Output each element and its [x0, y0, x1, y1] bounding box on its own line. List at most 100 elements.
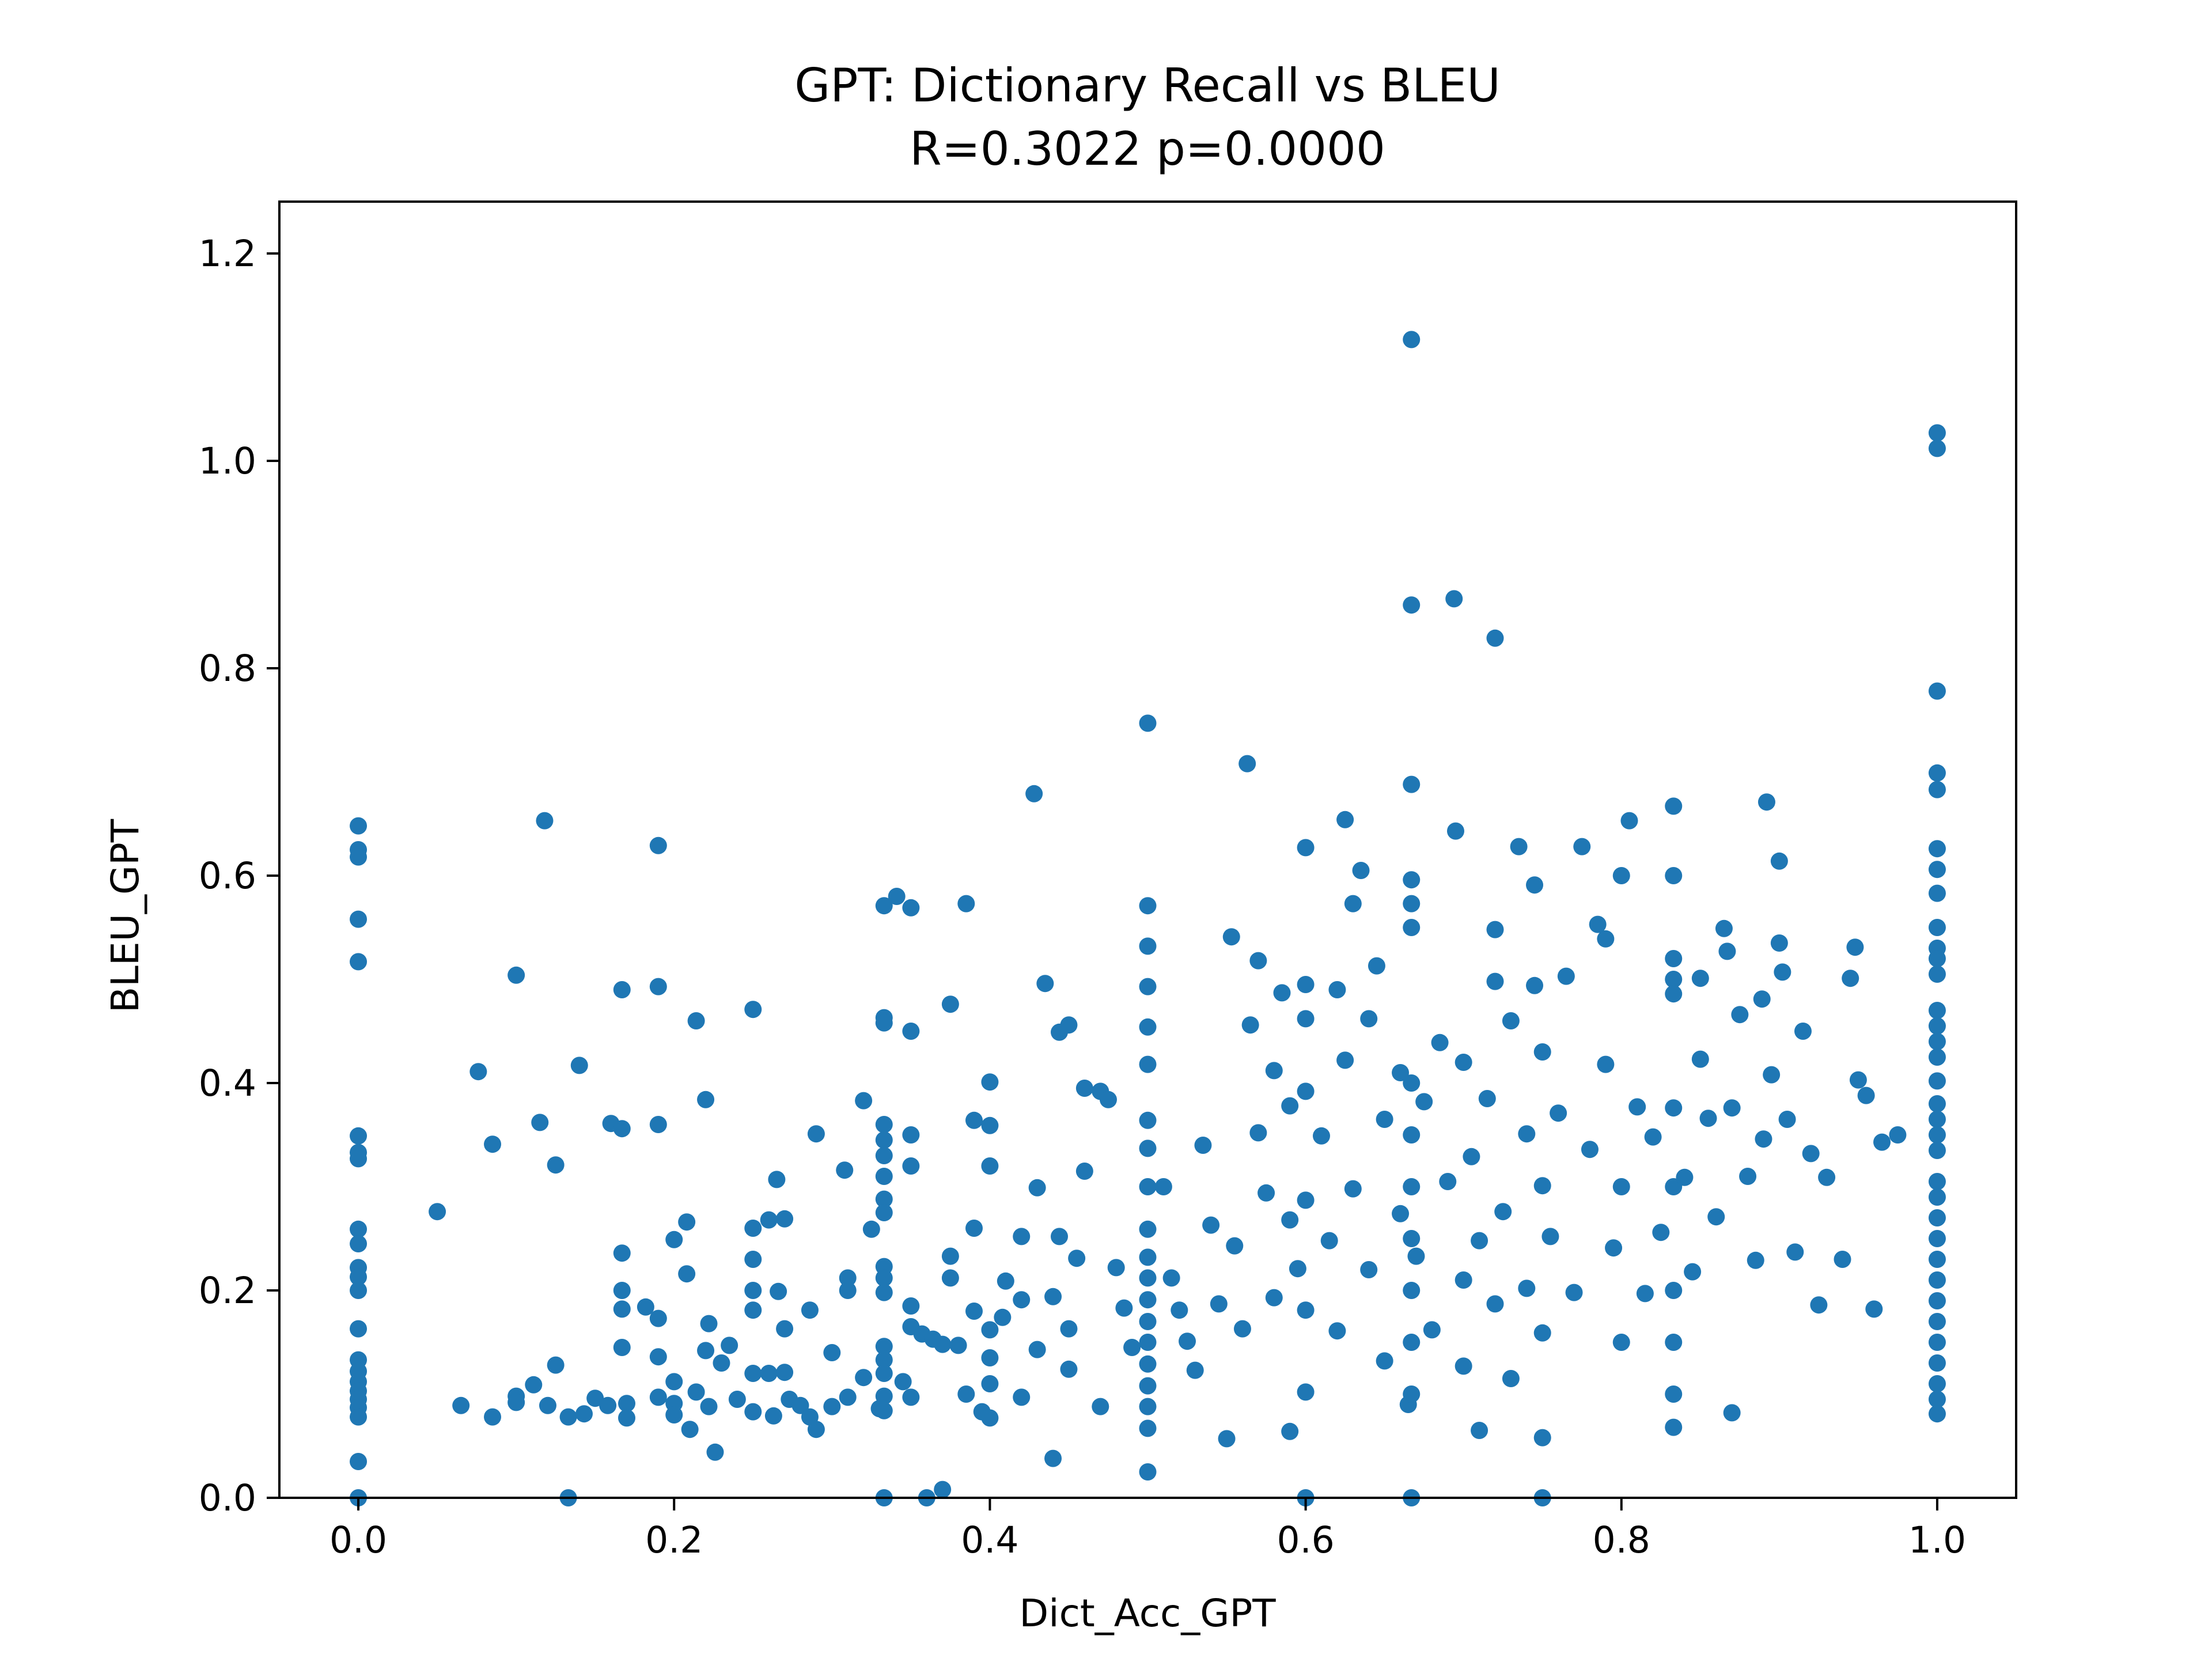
data-point — [1403, 1385, 1420, 1403]
data-point — [1289, 1260, 1306, 1277]
data-point — [1665, 950, 1682, 967]
data-point — [1403, 596, 1420, 614]
data-point — [1403, 776, 1420, 793]
data-point — [1044, 1288, 1062, 1305]
x-tick-label: 0.0 — [329, 1519, 387, 1561]
data-point — [1100, 1091, 1117, 1108]
data-point — [1541, 1228, 1559, 1245]
data-point — [981, 1349, 998, 1366]
data-point — [1665, 1282, 1682, 1299]
data-point — [1534, 1324, 1551, 1342]
data-point — [1336, 811, 1354, 828]
data-point — [1652, 1224, 1669, 1241]
data-point — [1715, 920, 1733, 937]
data-point — [1455, 1054, 1472, 1071]
data-point — [1718, 942, 1736, 960]
data-point — [350, 911, 367, 928]
x-axis-label: Dict_Acc_GPT — [1019, 1591, 1276, 1636]
data-point — [1628, 1098, 1646, 1115]
data-point — [650, 1348, 667, 1365]
data-point — [650, 837, 667, 854]
data-point — [1665, 797, 1682, 815]
data-point — [1403, 919, 1420, 936]
y-tick-label: 0.4 — [199, 1062, 256, 1104]
data-point — [876, 1365, 893, 1382]
data-point — [1846, 938, 1863, 956]
data-point — [965, 1220, 983, 1237]
data-point — [1360, 1261, 1377, 1278]
data-point — [1060, 1016, 1077, 1033]
data-point — [1929, 781, 1946, 798]
data-point — [1249, 952, 1267, 970]
data-point — [981, 1321, 998, 1338]
data-point — [942, 1269, 959, 1286]
data-point — [1929, 1072, 1946, 1089]
data-point — [1092, 1398, 1109, 1415]
data-point — [1786, 1243, 1804, 1260]
data-point — [902, 899, 919, 917]
data-point — [721, 1337, 738, 1354]
data-point — [1139, 1419, 1157, 1437]
data-point — [981, 1409, 998, 1426]
data-point — [1534, 1043, 1551, 1061]
data-point — [1376, 1111, 1393, 1128]
data-point — [965, 1303, 983, 1320]
data-point — [1929, 1334, 1946, 1351]
data-point — [1139, 1356, 1157, 1373]
data-point — [1929, 840, 1946, 857]
data-point — [981, 1073, 998, 1091]
data-point — [1700, 1110, 1717, 1127]
data-point — [965, 1112, 983, 1129]
data-point — [547, 1156, 565, 1173]
data-point — [1873, 1134, 1891, 1151]
data-point — [539, 1397, 556, 1414]
data-point — [1518, 1125, 1535, 1142]
data-point — [613, 981, 631, 998]
data-point — [1407, 1248, 1425, 1265]
data-point — [1163, 1269, 1180, 1286]
data-point — [1353, 862, 1370, 879]
data-point — [1249, 1124, 1267, 1141]
data-point — [1139, 1221, 1157, 1238]
data-point — [350, 1409, 367, 1426]
data-point — [536, 812, 553, 830]
data-point — [1771, 934, 1788, 952]
data-point — [1139, 1056, 1157, 1073]
data-point — [1471, 1232, 1488, 1250]
data-point — [1597, 1056, 1614, 1073]
data-point — [429, 1203, 446, 1220]
data-point — [1297, 1082, 1315, 1100]
data-point — [1297, 1383, 1315, 1400]
data-point — [1139, 1269, 1157, 1286]
data-point — [1202, 1217, 1219, 1234]
data-point — [1487, 630, 1504, 647]
data-point — [1692, 970, 1709, 987]
data-point — [876, 1402, 893, 1419]
data-point — [350, 1235, 367, 1252]
y-axis-label: BLEU_GPT — [103, 819, 147, 1013]
data-point — [1266, 1289, 1283, 1307]
data-point — [876, 1131, 893, 1149]
data-point — [1929, 919, 1946, 936]
data-point — [1929, 440, 1946, 457]
data-point — [1502, 1012, 1520, 1029]
y-tick-label: 0.2 — [199, 1270, 256, 1312]
data-point — [618, 1409, 635, 1426]
data-point — [1431, 1034, 1449, 1051]
data-point — [1297, 1301, 1315, 1319]
data-point — [1929, 1002, 1946, 1019]
data-point — [1637, 1285, 1654, 1302]
data-point — [1613, 867, 1630, 884]
data-point — [350, 849, 367, 866]
data-point — [1029, 1179, 1046, 1197]
data-point — [1139, 1334, 1157, 1351]
data-point — [1376, 1352, 1393, 1369]
data-point — [484, 1409, 501, 1426]
data-point — [665, 1406, 683, 1424]
data-point — [1834, 1251, 1851, 1268]
data-point — [760, 1365, 778, 1382]
data-point — [1753, 990, 1771, 1008]
data-point — [1139, 1377, 1157, 1395]
data-point — [1929, 966, 1946, 983]
data-point — [1281, 1097, 1298, 1115]
